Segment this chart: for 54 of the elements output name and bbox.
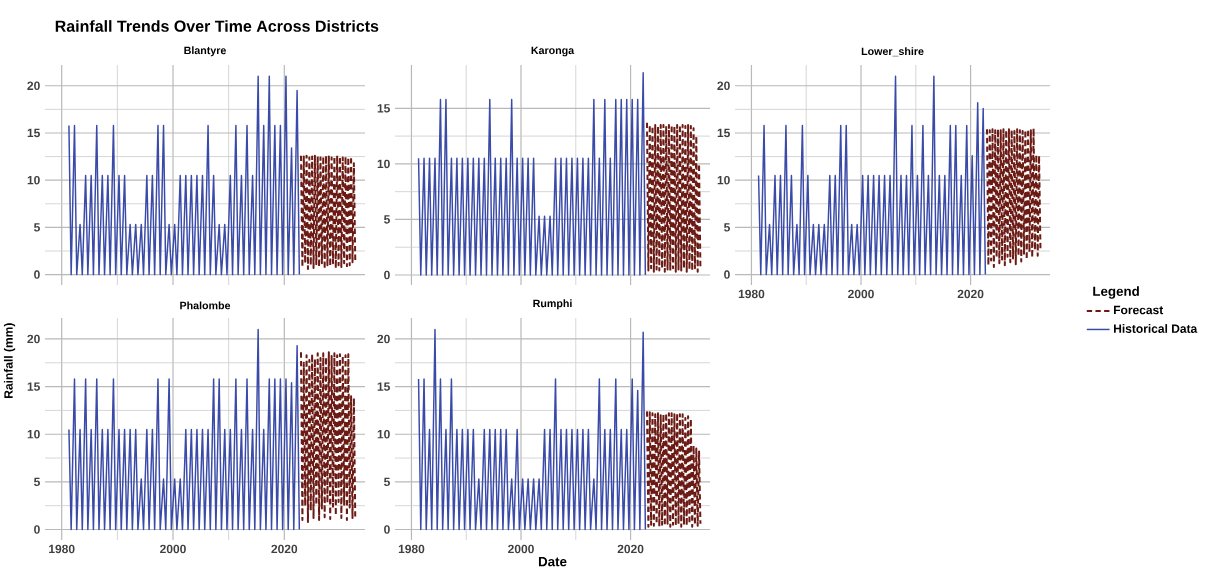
- x-tick-label: 1980: [398, 544, 425, 554]
- y-tick-label: 15: [27, 128, 40, 138]
- y-tick-label: 10: [27, 429, 40, 439]
- y-tick-label: 0: [34, 525, 40, 534]
- y-tick-label: 0: [384, 525, 390, 534]
- y-tick-label: 0: [724, 270, 730, 279]
- x-tick-label: 1980: [49, 544, 75, 554]
- y-tick-label: 20: [717, 81, 730, 91]
- line-series: [646, 410, 702, 528]
- legend-label: Historical Data: [1114, 324, 1198, 333]
- legend-label: Forecast: [1114, 305, 1164, 315]
- y-tick-label: 10: [27, 175, 40, 185]
- line-series: [68, 75, 301, 276]
- x-tick-label: 2000: [508, 544, 534, 554]
- y-tick-label: 20: [377, 334, 390, 344]
- line-series: [417, 72, 647, 276]
- line-series: [646, 121, 702, 273]
- y-tick-label: 15: [27, 382, 40, 391]
- x-tick-label: 2000: [160, 544, 186, 554]
- chart-title: Phalombe: [180, 301, 231, 310]
- chart-title: Blantyre: [184, 46, 226, 57]
- line-series: [757, 75, 987, 276]
- chart-title: Lower_shire: [861, 47, 924, 57]
- y-tick-label: 5: [33, 223, 40, 232]
- y-tick-label: 0: [384, 270, 390, 280]
- line-series: [300, 351, 357, 523]
- x-tick-label: 2020: [957, 289, 984, 299]
- y-tick-label: 15: [717, 128, 730, 138]
- text: Rainfall Trends Over Time Across Districts: [55, 20, 379, 32]
- y-tick-label: 0: [34, 270, 40, 279]
- line-series: [986, 127, 1042, 269]
- y-axis-title: Rainfall (mm): [3, 323, 16, 398]
- y-tick-label: 5: [724, 223, 730, 232]
- y-tick-label: 20: [27, 334, 40, 344]
- y-tick-label: 5: [384, 477, 390, 487]
- legend-title: Legend: [1093, 286, 1139, 299]
- x-tick-label: 2000: [848, 289, 874, 299]
- line-series: [68, 328, 301, 531]
- y-tick-label: 10: [377, 159, 390, 169]
- y-tick-label: 15: [377, 382, 390, 391]
- y-tick-label: 5: [384, 215, 390, 224]
- x-tick-label: 1980: [738, 289, 765, 299]
- chart-title: Karonga: [531, 46, 575, 57]
- chart-title: Rumphi: [533, 299, 572, 310]
- y-tick-label: 10: [717, 175, 730, 185]
- y-tick-label: 15: [377, 104, 390, 113]
- y-tick-label: 10: [377, 429, 390, 439]
- x-tick-label: 2020: [617, 544, 644, 554]
- x-axis-title: Date: [538, 557, 567, 567]
- line-series: [300, 154, 357, 270]
- y-tick-label: 5: [33, 477, 40, 487]
- y-tick-label: 20: [27, 81, 40, 91]
- line-series: [417, 328, 647, 531]
- x-tick-label: 2020: [271, 544, 298, 554]
